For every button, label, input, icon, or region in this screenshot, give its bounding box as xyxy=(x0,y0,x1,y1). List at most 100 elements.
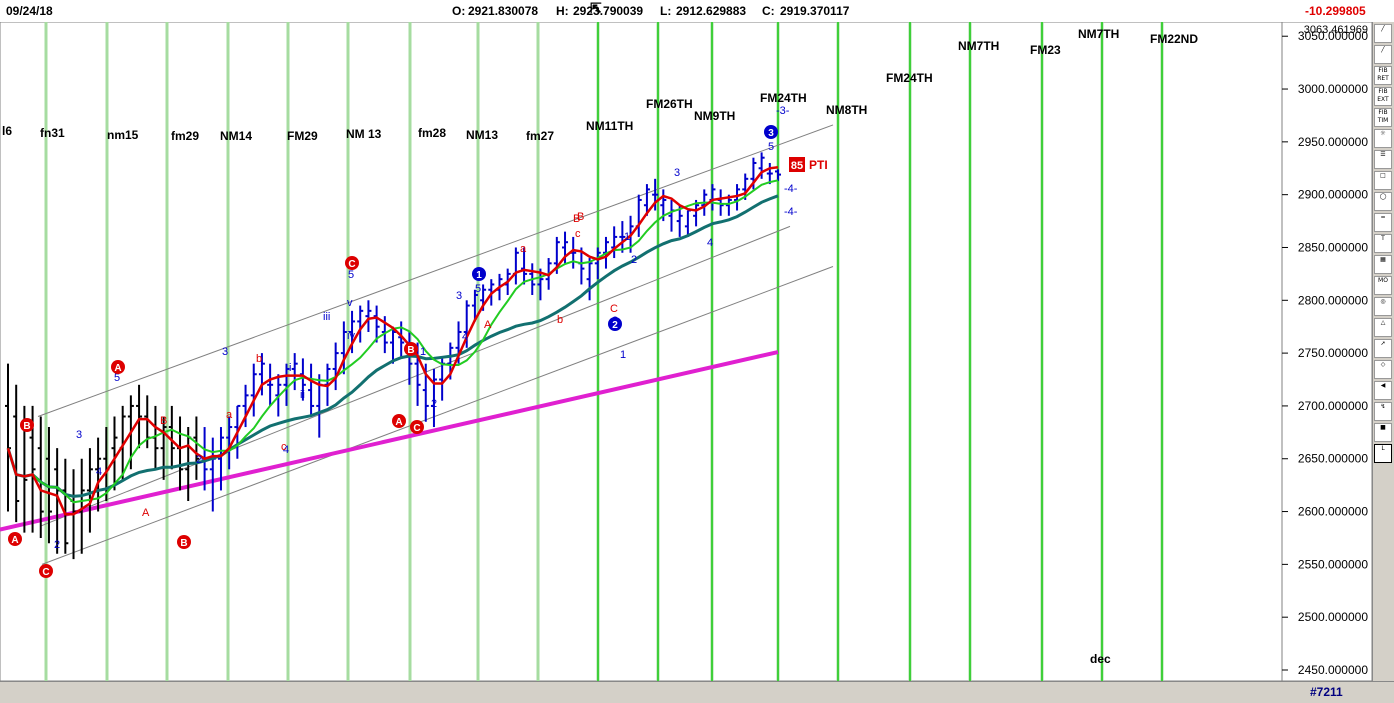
wave-label-blue: iii xyxy=(323,311,330,323)
record-id: #7211 xyxy=(1310,685,1343,699)
wave-label-blue: 3 xyxy=(456,290,462,302)
wave-label-blue: 3 xyxy=(222,346,228,358)
wave-label-red: a xyxy=(226,409,233,421)
magenta-trendline xyxy=(0,350,779,532)
wave-circle-label: C xyxy=(413,423,420,434)
wave-circle-label: A xyxy=(395,417,402,428)
fan-tool-icon[interactable]: ☼ xyxy=(1374,129,1392,148)
wave-label-blue: 2 xyxy=(431,398,437,410)
high-label: H: xyxy=(556,4,569,18)
wave-circle-marker xyxy=(20,418,34,432)
mode-tool-icon[interactable]: MO xyxy=(1374,276,1392,295)
wave-circle-label: B xyxy=(407,345,414,356)
wave-label-red: B xyxy=(160,415,167,427)
cycle-label: FM26TH xyxy=(646,97,693,111)
y-tick-label: 2450.000000 xyxy=(1298,663,1368,677)
wave-label-blue: 3 xyxy=(76,429,82,441)
wave-label-blue: 2 xyxy=(54,539,60,551)
y-tick-label: 3050.000000 xyxy=(1298,29,1368,43)
ma-fast-line xyxy=(6,165,779,516)
channel-tool-icon[interactable]: ═ xyxy=(1374,213,1392,232)
grid-tool-icon[interactable]: ▦ xyxy=(1374,255,1392,274)
plot-area xyxy=(0,22,1283,682)
wave-label-blue: 1 xyxy=(624,231,630,243)
wave-label-blue: v xyxy=(347,297,353,309)
high-value: 2923.790039 xyxy=(573,4,644,18)
wave-label-red: b xyxy=(557,314,563,326)
y-tick-label: 2800.000000 xyxy=(1298,293,1368,307)
zigzag-tool-icon[interactable]: ↯ xyxy=(1374,402,1392,421)
wave-circle-marker xyxy=(111,360,125,374)
pti-value: 85 xyxy=(791,160,803,172)
wave-label-red: b xyxy=(256,353,262,365)
wave-label-red: c xyxy=(281,441,287,453)
wave-label-blue: 4 xyxy=(462,331,468,343)
wave-circle-label: A xyxy=(114,363,121,374)
line-tool-icon[interactable]: ╱ xyxy=(1374,24,1392,43)
diamond-tool-icon[interactable]: ◇ xyxy=(1374,360,1392,379)
price-chart[interactable]: 3050.000000 3000.000000 2950.000000 2900.00… xyxy=(0,22,1372,702)
wave-label-red: a xyxy=(520,243,527,255)
drawing-toolbar: ╱ ╱ FIB RET FIB EXT FIB TIM ☼ ☰ □ ◯ ═ T … xyxy=(1372,22,1394,681)
wave-label-blue: i xyxy=(289,362,291,374)
text-tool-icon[interactable]: T xyxy=(1374,234,1392,253)
wave-label-blue: 2 xyxy=(631,254,637,266)
wave-circle-marker xyxy=(608,317,622,331)
y-tick-label: 2950.000000 xyxy=(1298,135,1368,149)
wave-label-blue: 5 xyxy=(114,372,120,384)
wave-circle-marker xyxy=(410,420,424,434)
wave-circle-marker xyxy=(177,535,191,549)
cycle-label: fm27 xyxy=(526,129,554,143)
fib-retracement-icon[interactable]: FIB RET xyxy=(1374,66,1392,85)
wedge-tool-icon[interactable]: ◀ xyxy=(1374,381,1392,400)
cycle-label: NM13 xyxy=(466,128,498,142)
cycle-label: NM7TH xyxy=(958,39,999,53)
wave-label-blue: 5 xyxy=(768,141,774,153)
ma-slow-line xyxy=(6,194,779,498)
square-tool-icon[interactable]: ■ xyxy=(1374,423,1392,442)
box-tool-icon[interactable]: □ xyxy=(1374,171,1392,190)
wave-label-blue: -3- xyxy=(776,105,790,117)
cycle-label: NM8TH xyxy=(826,103,867,117)
date-axis-bar: #7211 xyxy=(0,681,1394,703)
ellipse-tool-icon[interactable]: ◯ xyxy=(1374,192,1392,211)
arrow-tool-icon[interactable]: ➚ xyxy=(1374,339,1392,358)
wave-circle-label: 1 xyxy=(476,270,482,281)
wave-circle-marker xyxy=(345,256,359,270)
cycle-label: FM24TH xyxy=(886,71,933,85)
top-price-label: 3063.461969 xyxy=(1304,24,1368,36)
wave-label-red: B xyxy=(577,211,584,223)
close-label: C: xyxy=(762,4,775,18)
cycle-label: NM11TH xyxy=(586,119,633,133)
y-tick-label: 2700.000000 xyxy=(1298,399,1368,413)
cycle-label: nm15 xyxy=(107,128,139,142)
eraser-tool-icon[interactable]: L xyxy=(1374,444,1392,463)
wave-circle-label: B xyxy=(23,421,30,432)
y-tick-label: 2650.000000 xyxy=(1298,452,1368,466)
wave-circle-marker xyxy=(404,342,418,356)
fib-extension-icon[interactable]: FIB EXT xyxy=(1374,87,1392,106)
cycle-tool-icon[interactable]: ◎ xyxy=(1374,297,1392,316)
trend-tool-icon[interactable]: ☰ xyxy=(1374,150,1392,169)
cycle-label: NM7TH xyxy=(1078,27,1119,41)
change-value: -10.299805 xyxy=(1305,4,1366,18)
wave-label-red: c xyxy=(575,228,581,240)
open-value: 2921.830078 xyxy=(468,4,539,18)
wave-circle-label: B xyxy=(180,538,187,549)
cycle-label: NM9TH xyxy=(694,109,735,123)
cycle-label: FM22ND xyxy=(1150,32,1198,46)
channel-upper xyxy=(37,124,834,417)
cycle-label: FM29 xyxy=(287,129,318,143)
channel-mid xyxy=(39,225,791,527)
cycle-label: l6 xyxy=(2,124,12,138)
wave-label-red: B xyxy=(573,213,580,225)
y-tick-label: 2600.000000 xyxy=(1298,505,1368,519)
open-label: O: xyxy=(452,4,466,18)
wave-label-blue: 3 xyxy=(674,167,680,179)
pti-label: PTI xyxy=(809,158,828,172)
triangle-tool-icon[interactable]: △ xyxy=(1374,318,1392,337)
ray-tool-icon[interactable]: ╱ xyxy=(1374,45,1392,64)
fib-time-icon[interactable]: FIB TIM xyxy=(1374,108,1392,127)
wave-circle-marker xyxy=(472,267,486,281)
cycle-label: FM23 xyxy=(1030,43,1061,57)
